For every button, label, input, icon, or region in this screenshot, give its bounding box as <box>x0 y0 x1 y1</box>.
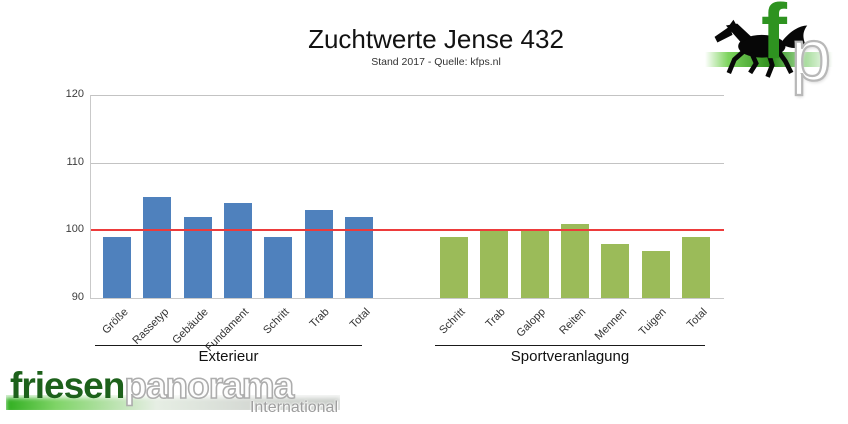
y-tick-90: 90 <box>71 291 84 303</box>
category-label: Mennen <box>592 306 629 343</box>
bar <box>641 250 670 298</box>
bar <box>601 243 630 298</box>
category-label: Rassetyp <box>129 306 171 347</box>
fp-horse-logo: f p <box>705 0 847 98</box>
bar-slot: Reiten <box>555 95 595 337</box>
bar-group-sportveranlagung: Schritt Trab Galopp Reiten Mennen Tuigen Total <box>434 95 716 343</box>
bar-slot: Schritt <box>258 95 298 337</box>
bar-slot: Größe <box>97 95 137 337</box>
group-label-sportveranlagung: Sportveranlagung <box>510 348 630 365</box>
logo-letter-p: p <box>790 16 832 96</box>
category-label: Fundament <box>203 306 252 354</box>
chart-subtitle: Stand 2017 - Quelle: kfps.nl <box>371 56 501 68</box>
brand-international: International <box>249 399 338 416</box>
brand-friesen: friesen <box>10 365 125 406</box>
category-label: Gebäude <box>170 306 212 347</box>
chart-title: Zuchtwerte Jense 432 <box>308 24 564 54</box>
category-label: Schritt <box>437 306 468 337</box>
category-label: Total <box>347 306 373 331</box>
bar-slot: Tuigen <box>635 95 675 338</box>
bar-slot: Total <box>339 95 379 331</box>
logo-letter-f: f <box>761 0 787 75</box>
bar <box>223 203 252 298</box>
bar <box>681 237 710 298</box>
bar-slot: Trab <box>474 95 514 330</box>
group-label-exterieur: Exterieur <box>198 348 259 365</box>
bar <box>560 223 589 298</box>
category-label: Galopp <box>514 306 549 340</box>
y-tick-100: 100 <box>65 223 84 236</box>
plot-area: Größe Rassetyp Gebäude Fundament Schritt Trab… <box>90 95 724 354</box>
y-tick-120: 120 <box>65 88 84 100</box>
brand-wordmark: friesenpanorama <box>10 364 295 407</box>
category-label: Trab <box>483 306 508 331</box>
bar-slot: Galopp <box>515 95 555 340</box>
bar-slot: Schritt <box>434 95 474 337</box>
y-tick-110: 110 <box>66 155 84 168</box>
bar <box>304 210 333 298</box>
bar <box>440 237 469 298</box>
bar-group-exterieur: Größe Rassetyp Gebäude Fundament Schritt Trab… <box>97 95 379 354</box>
bar-slot: Rassetyp <box>130 95 177 347</box>
group-underline-sportveranlagung <box>435 345 705 346</box>
category-label: Trab <box>307 306 333 331</box>
bar-slot: Gebäude <box>171 95 218 346</box>
horse-icon <box>714 19 808 78</box>
bar <box>103 237 132 298</box>
bar <box>264 237 293 298</box>
bar <box>520 230 549 298</box>
gridline-110 <box>91 162 724 164</box>
bar-slot: Total <box>676 95 716 331</box>
reference-line-100 <box>91 229 724 232</box>
bar-slot: Trab <box>298 95 338 330</box>
bar <box>480 230 509 298</box>
friesenpanorama-logo: friesenpanorama International <box>6 364 340 422</box>
bar-slot: Fundament <box>204 95 258 354</box>
category-label: Reiten <box>557 306 589 337</box>
group-underline-exterieur <box>95 345 362 346</box>
gridline-120 <box>91 95 724 96</box>
brand-panorama: panorama <box>124 364 295 406</box>
category-label: Total <box>684 306 710 331</box>
bar-slot: Mennen <box>592 95 635 343</box>
brand-gradient-band <box>6 395 340 410</box>
bar <box>143 196 172 298</box>
category-label: Größe <box>100 306 131 337</box>
category-label: Tuigen <box>637 306 670 338</box>
category-label: Schritt <box>261 306 292 337</box>
